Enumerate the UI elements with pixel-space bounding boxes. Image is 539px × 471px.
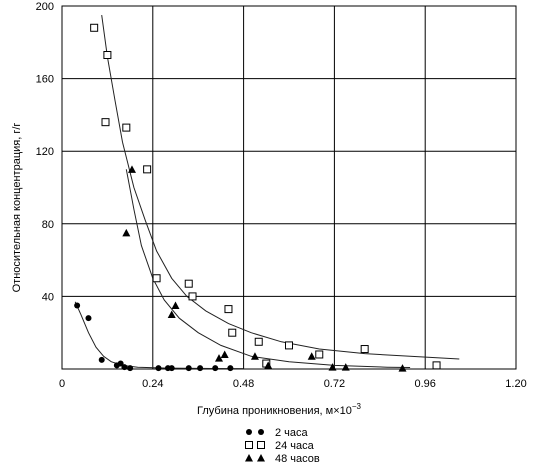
legend-marker-series-1-b (258, 429, 264, 435)
legend-marker-series-2-b (257, 441, 265, 449)
data-point-series-1-3 (98, 356, 105, 363)
data-point-series-3-10 (328, 363, 337, 371)
legend-marker-series-1-a (246, 429, 252, 435)
data-point-series-3-4 (167, 310, 176, 319)
data-points (74, 23, 441, 372)
data-point-series-2-10 (228, 328, 237, 337)
axis-ticks: 0 0.24 0.48 0.72 0.96 1.20 40 80 120 160 200 (36, 1, 527, 390)
data-point-series-3-9 (307, 352, 316, 360)
data-point-series-2-14 (315, 350, 324, 359)
y-axis-title: Относительная концентрация, г/г (11, 123, 23, 293)
legend-label-series-3: 48 часов (275, 453, 320, 465)
x-tick-label: 0.72 (324, 378, 345, 390)
data-point-series-1-14 (227, 365, 234, 372)
data-point-series-1-11 (185, 365, 192, 372)
data-point-series-1-1 (74, 302, 81, 309)
x-tick-label: 0 (59, 378, 65, 390)
data-point-series-2-13 (285, 341, 293, 350)
legend-label-series-2: 24 часа (275, 440, 315, 452)
data-point-series-3-5 (215, 354, 224, 362)
legend-marker-series-2-a (245, 441, 253, 449)
data-point-series-3-6 (220, 350, 229, 358)
x-tick-label: 0.96 (414, 378, 435, 390)
data-point-series-1-6 (121, 364, 128, 371)
data-point-series-3-11 (341, 363, 350, 371)
data-point-series-1-2 (85, 315, 92, 322)
data-point-series-2-16 (432, 361, 441, 370)
data-point-series-2-3 (101, 118, 110, 127)
y-tick-label: 200 (36, 1, 54, 13)
data-point-series-2-5 (143, 165, 152, 174)
y-tick-label: 40 (42, 291, 54, 303)
data-point-series-2-2 (103, 51, 112, 60)
fit-curve-series-1 (74, 301, 244, 370)
data-point-series-1-7 (127, 365, 134, 372)
data-point-series-2-7 (184, 279, 193, 288)
legend-label-series-1: 2 часа (275, 427, 309, 439)
data-point-series-1-8 (155, 365, 162, 372)
data-point-series-2-4 (122, 123, 131, 132)
x-axis-title: Глубина проникновения, м×10−3 (197, 402, 362, 417)
data-point-series-3-1 (127, 165, 136, 173)
y-tick-label: 160 (36, 74, 54, 86)
data-point-series-3-12 (398, 364, 407, 372)
data-point-series-3-2 (122, 228, 131, 237)
data-point-series-1-10 (168, 365, 175, 372)
fit-curve-series-3 (125, 169, 411, 368)
data-point-series-2-6 (152, 274, 161, 283)
x-tick-label: 0.48 (233, 378, 254, 390)
data-point-series-2-11 (254, 337, 263, 346)
legend-marker-series-3-b (257, 454, 265, 462)
y-tick-label: 80 (42, 219, 54, 231)
data-point-series-2-15 (360, 345, 369, 354)
data-point-series-3-8 (264, 361, 273, 369)
data-point-series-3-7 (250, 352, 259, 360)
data-point-series-1-12 (197, 365, 204, 372)
fit-curve-series-2 (101, 15, 460, 360)
fit-curves (74, 15, 460, 370)
data-point-series-2-9 (224, 305, 233, 314)
legend-marker-series-3-a (245, 454, 253, 462)
data-point-series-1-13 (212, 365, 219, 372)
y-tick-label: 120 (36, 146, 54, 158)
x-axis-title-text: Глубина проникновения, м×10 (197, 405, 352, 417)
data-point-series-2-1 (90, 23, 99, 32)
data-point-series-2-8 (188, 292, 197, 301)
x-axis-title-exponent: −3 (352, 402, 362, 411)
x-tick-label: 1.20 (505, 378, 526, 390)
plot-frame (61, 5, 517, 370)
x-tick-label: 0.24 (142, 378, 163, 390)
data-point-series-3-3 (171, 301, 180, 309)
data-point-series-1-5 (117, 360, 124, 367)
